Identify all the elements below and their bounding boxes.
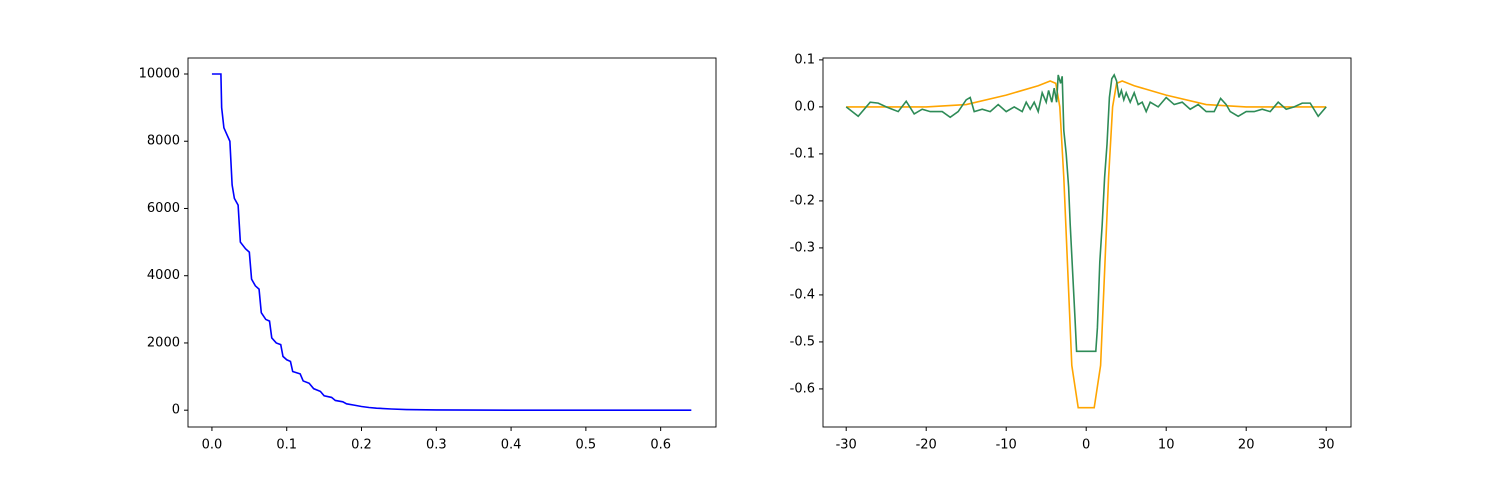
y-tick-label: -0.3 bbox=[790, 240, 815, 255]
axes-frame bbox=[187, 57, 717, 428]
x-tick-label: -10 bbox=[996, 438, 1017, 453]
y-tick-label: -0.4 bbox=[790, 287, 815, 302]
line-series bbox=[845, 73, 1327, 353]
y-tick-label: 2000 bbox=[147, 335, 180, 350]
x-tick-label: -30 bbox=[836, 438, 857, 453]
y-tick-label: -0.1 bbox=[790, 146, 815, 161]
x-tick-label: 0.2 bbox=[351, 438, 372, 453]
x-tick-label: 0.5 bbox=[576, 438, 597, 453]
y-tick-label: 4000 bbox=[147, 268, 180, 283]
x-tick-label: 30 bbox=[1318, 438, 1335, 453]
x-tick-label: 0.4 bbox=[501, 438, 522, 453]
axes-frame bbox=[822, 57, 1352, 428]
line-series bbox=[846, 80, 1327, 409]
x-tick-label: 0.1 bbox=[276, 438, 297, 453]
x-tick-label: 0.3 bbox=[426, 438, 447, 453]
x-tick-label: 10 bbox=[1158, 438, 1175, 453]
x-tick-label: 0.0 bbox=[202, 438, 223, 453]
x-tick-label: 20 bbox=[1238, 438, 1255, 453]
y-tick-label: 0 bbox=[172, 403, 180, 418]
y-tick-label: 10000 bbox=[139, 67, 180, 82]
y-tick-label: 8000 bbox=[147, 134, 180, 149]
x-tick-label: -20 bbox=[916, 438, 937, 453]
y-tick-label: 0.1 bbox=[794, 52, 815, 67]
y-tick-label: 6000 bbox=[147, 201, 180, 216]
y-tick-label: -0.5 bbox=[790, 334, 815, 349]
y-tick-label: -0.6 bbox=[790, 381, 815, 396]
y-tick-label: -0.2 bbox=[790, 193, 815, 208]
line-series bbox=[211, 73, 692, 411]
x-tick-label: 0.6 bbox=[650, 438, 671, 453]
x-tick-label: 0 bbox=[1082, 438, 1090, 453]
y-tick-label: 0.0 bbox=[794, 99, 815, 114]
